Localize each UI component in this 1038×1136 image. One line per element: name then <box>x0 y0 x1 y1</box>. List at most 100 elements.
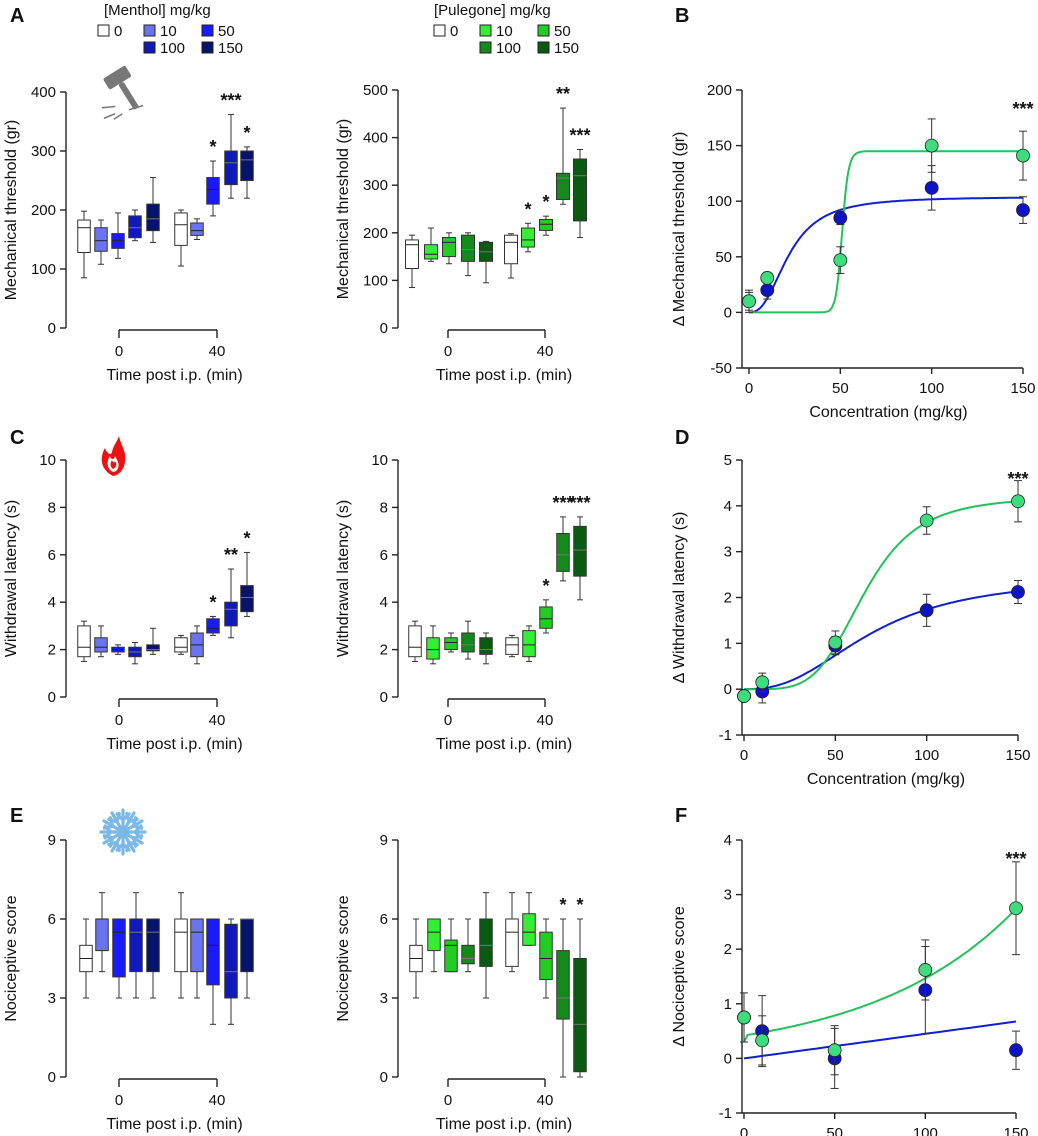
menthol-point <box>833 210 848 225</box>
legend-label-50: 50 <box>218 23 235 40</box>
menthol-legend: [Menthol] mg/kg 0 10 50 100 150 <box>97 2 243 57</box>
y-tick-label: 3 <box>48 990 56 1007</box>
box-40min-10 <box>190 625 204 665</box>
panel-letter-B: B <box>675 5 689 27</box>
box <box>224 601 238 627</box>
box <box>461 234 475 262</box>
y-axis-label: Nociceptive score <box>3 895 20 1021</box>
legend-label-50: 50 <box>554 23 571 40</box>
significance-mark: *** <box>220 90 241 110</box>
box-0min-150 <box>146 627 160 655</box>
y-tick-label: 6 <box>48 911 56 928</box>
box-0min-50 <box>111 212 125 259</box>
box-0min-0 <box>79 918 93 999</box>
chart-C-menthol: 0 2 4 6 8 10 Withdrawal latency (s) 0 40 Time pos… <box>3 452 254 753</box>
box <box>461 944 475 965</box>
box-0min-100 <box>461 620 475 660</box>
box <box>556 532 570 572</box>
x-tick-label: 40 <box>209 712 226 729</box>
y-tick-label: 400 <box>31 84 56 101</box>
arm-branch <box>107 811 121 824</box>
box <box>573 958 587 1073</box>
x-tick-label: 0 <box>444 712 452 729</box>
box-40min-100 <box>556 918 570 1078</box>
box <box>539 931 553 981</box>
menthol-point <box>1011 585 1025 599</box>
x-axis-label: Time post i.p. (min) <box>106 367 242 384</box>
y-tick-label: 2 <box>380 642 388 659</box>
box-0min-50 <box>444 632 458 653</box>
pulegone-point <box>1011 494 1025 509</box>
box-0min-10 <box>95 892 109 973</box>
box <box>174 637 188 653</box>
y-axis-label: Mechanical threshold (gr) <box>335 119 352 300</box>
box-40min-150 <box>240 551 254 617</box>
panel-letter-E: E <box>10 805 23 827</box>
x-tick-label: 50 <box>832 380 849 397</box>
y-tick-label: 6 <box>48 547 56 564</box>
y-tick-label: 200 <box>31 202 56 219</box>
x-tick-label: 40 <box>537 1092 554 1109</box>
y-tick-label: 8 <box>380 499 388 516</box>
box-40min-150 <box>240 918 254 999</box>
box <box>206 618 220 634</box>
box-0min-150 <box>479 240 493 284</box>
menthol-point <box>1016 203 1030 217</box>
box-40min-50 <box>206 615 220 636</box>
y-tick-label: 0 <box>380 689 388 706</box>
pulegone-point <box>737 689 751 703</box>
box <box>174 918 188 973</box>
significance-mark: *** <box>1007 469 1028 489</box>
pulegone-legend: [Pulegone] mg/kg 0 10 50 100 150 <box>433 2 579 57</box>
box <box>190 222 204 236</box>
x-axis-label: Time post i.p. (min) <box>436 1116 572 1133</box>
box-0min-10 <box>94 625 108 658</box>
menthol-point <box>919 603 934 618</box>
y-tick-label: 3 <box>380 990 388 1007</box>
y-tick-label: 100 <box>363 272 388 289</box>
y-tick-label: 50 <box>715 249 732 266</box>
significance-mark: *** <box>569 493 590 513</box>
y-tick-label: 500 <box>363 82 388 99</box>
box-40min-50 <box>206 918 220 1025</box>
y-tick-label: 200 <box>707 82 732 99</box>
panel-letter-A: A <box>10 5 24 27</box>
box-40min-50 <box>539 215 553 236</box>
y-tick-label: 2 <box>48 642 56 659</box>
y-tick-label: 0 <box>380 320 388 337</box>
significance-mark: * <box>524 199 531 219</box>
box <box>190 918 204 973</box>
x-tick-label: 40 <box>209 1092 226 1109</box>
significance-mark: * <box>576 895 583 915</box>
box-40min-50 <box>539 599 553 634</box>
x-tick-label: 40 <box>537 343 554 360</box>
legend-label-10: 10 <box>496 23 513 40</box>
pulegone-point <box>755 675 770 690</box>
x-tick-label: 100 <box>913 1125 938 1136</box>
menthol-fit-curve <box>744 590 1019 691</box>
box <box>479 918 493 967</box>
hammer-head <box>103 65 132 90</box>
pulegone-fit-curve <box>749 150 1023 314</box>
significance-mark: *** <box>1005 849 1026 869</box>
y-tick-label: 0 <box>48 320 56 337</box>
box-0min-50 <box>112 918 126 999</box>
x-axis-label: Time post i.p. (min) <box>436 736 572 753</box>
box <box>505 637 519 655</box>
x-axis-label: Time post i.p. (min) <box>106 736 242 753</box>
box-40min-100 <box>224 568 238 639</box>
y-tick-label: 3 <box>724 887 732 904</box>
x-tick-label: 100 <box>919 380 944 397</box>
pulegone-point <box>924 138 939 153</box>
y-tick-label: 0 <box>48 1069 56 1086</box>
box-0min-10 <box>426 625 440 665</box>
box-40min-0 <box>505 634 519 658</box>
y-tick-label: 100 <box>31 261 56 278</box>
hammer-handle <box>118 82 139 110</box>
box-40min-0 <box>505 892 519 973</box>
significance-mark: * <box>243 123 250 143</box>
significance-mark: * <box>243 528 250 548</box>
y-tick-label: 1 <box>724 635 732 652</box>
flame-outer <box>101 436 126 476</box>
box <box>128 215 142 239</box>
